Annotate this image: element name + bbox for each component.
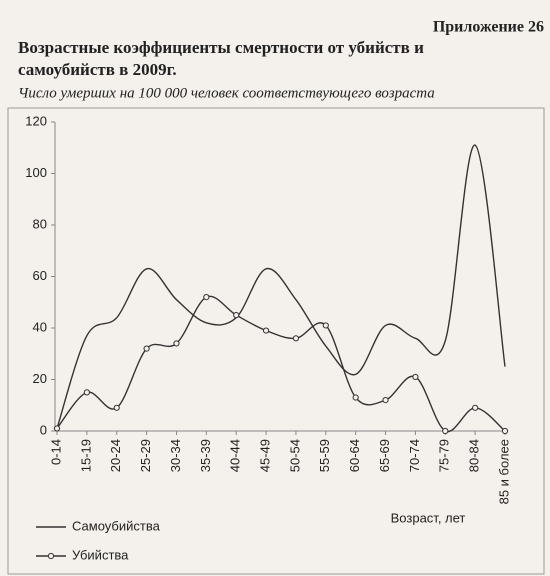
point xyxy=(382,397,389,404)
x-tick-label: 15-19 xyxy=(78,439,93,472)
point xyxy=(262,327,270,334)
point xyxy=(173,340,180,347)
x-tick-label: 35-39 xyxy=(198,439,213,472)
point xyxy=(442,427,449,435)
legend-label: Убийства xyxy=(72,547,129,562)
chart-title: Возрастные коэффициенты смертности от уб… xyxy=(18,38,424,79)
x-tick-label: 80-84 xyxy=(467,439,482,472)
point xyxy=(472,404,479,411)
point xyxy=(501,427,509,435)
x-tick-label: 75-79 xyxy=(437,439,452,472)
x-tick-label: 60-64 xyxy=(347,439,362,472)
series-line xyxy=(56,295,506,433)
point xyxy=(53,425,61,432)
y-tick-label: 80 xyxy=(33,216,47,231)
y-tick-label: 120 xyxy=(25,113,47,128)
x-tick-label: 40-44 xyxy=(228,439,243,472)
point xyxy=(292,335,300,342)
appendix: Приложение 26 xyxy=(433,19,544,36)
series-line xyxy=(56,144,506,429)
point xyxy=(322,322,329,329)
point xyxy=(412,373,419,381)
x-tick-label: 45-49 xyxy=(258,439,273,472)
x-tick-label: 0-14 xyxy=(48,439,63,465)
point xyxy=(203,294,210,301)
point xyxy=(113,404,120,411)
x-tick-label: 25-29 xyxy=(138,439,153,472)
y-tick-label: 20 xyxy=(33,371,47,386)
point xyxy=(83,389,90,396)
y-tick-label: 0 xyxy=(40,422,47,437)
x-axis-label: Возраст, лет xyxy=(391,510,466,525)
point xyxy=(143,345,150,352)
chart-subtitle: Число умерших на 100 000 человек соответ… xyxy=(18,85,435,101)
x-tick-label: 20-24 xyxy=(108,439,123,472)
x-tick-label: 30-34 xyxy=(168,439,183,472)
x-tick-label: 50-54 xyxy=(287,439,302,472)
y-tick-label: 100 xyxy=(25,165,47,180)
x-tick-label: 70-74 xyxy=(407,439,422,472)
y-tick-label: 40 xyxy=(33,319,47,334)
y-tick-label: 60 xyxy=(33,268,47,283)
legend-marker xyxy=(47,552,55,560)
point xyxy=(352,394,359,401)
x-tick-label: 55-59 xyxy=(317,439,332,472)
legend-label: Самоубийства xyxy=(72,518,161,533)
x-tick-label: 85 и более xyxy=(496,439,511,504)
x-tick-label: 65-69 xyxy=(377,439,392,472)
point xyxy=(233,312,240,319)
frame xyxy=(7,107,545,575)
